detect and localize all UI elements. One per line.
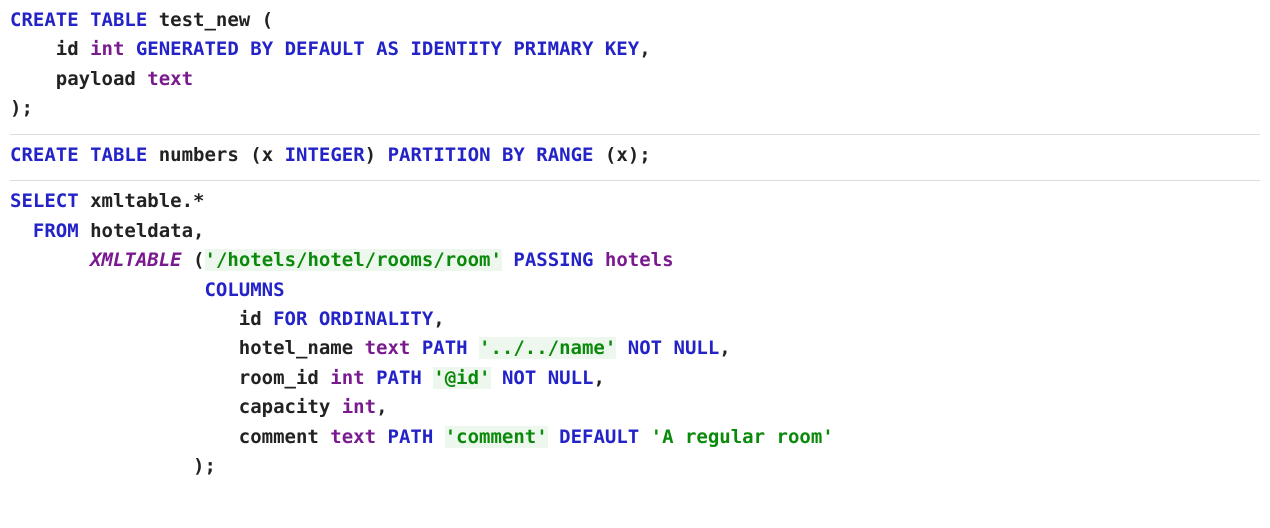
token-ident: [491, 367, 502, 389]
token-ident: [468, 337, 479, 359]
token-kw: GENERATED BY DEFAULT AS IDENTITY PRIMARY…: [136, 38, 639, 60]
token-ident: payload: [10, 68, 147, 90]
token-kw: COLUMNS: [204, 279, 284, 301]
token-punct: .*: [182, 190, 205, 212]
token-str: 'comment': [445, 426, 548, 448]
token-punct: ,: [593, 367, 604, 389]
token-ident: hotel_name: [10, 337, 365, 359]
token-punct: );: [10, 97, 33, 119]
token-type: hotels: [605, 249, 674, 271]
token-kw: PATH: [388, 426, 434, 448]
token-punct: ): [365, 144, 376, 166]
token-ident: [548, 426, 559, 448]
token-punct: (: [193, 249, 204, 271]
token-str: '@id': [433, 367, 490, 389]
token-punct: ,: [376, 396, 387, 418]
token-ident: xmltable: [79, 190, 182, 212]
token-punct: ,: [193, 220, 204, 242]
token-ident: capacity: [10, 396, 342, 418]
token-ident: [182, 249, 193, 271]
token-ident: numbers: [147, 144, 250, 166]
token-kw: PATH: [422, 337, 468, 359]
token-ident: [422, 367, 433, 389]
token-kw: NOT NULL: [502, 367, 594, 389]
token-kw: FOR ORDINALITY: [273, 308, 433, 330]
token-kw: CREATE TABLE: [10, 9, 147, 31]
token-punct: ,: [433, 308, 444, 330]
token-kw: INTEGER: [285, 144, 365, 166]
token-ident: id: [10, 308, 273, 330]
token-str: '/hotels/hotel/rooms/room': [205, 249, 502, 271]
token-ident: [10, 249, 90, 271]
token-kw: NOT NULL: [628, 337, 720, 359]
token-ident: comment: [10, 426, 330, 448]
token-kw: PATH: [376, 367, 422, 389]
token-ident: [639, 426, 650, 448]
token-func: XMLTABLE: [90, 249, 182, 271]
token-ident: [10, 220, 33, 242]
code-block: CREATE TABLE test_new ( id int GENERATED…: [10, 6, 1260, 135]
code-block: SELECT xmltable.* FROM hoteldata, XMLTAB…: [10, 187, 1260, 481]
token-ident: x: [616, 144, 627, 166]
token-punct: );: [628, 144, 651, 166]
token-ident: [124, 38, 135, 60]
token-kw: FROM: [33, 220, 79, 242]
token-ident: [376, 144, 387, 166]
token-ident: [616, 337, 627, 359]
token-kw: CREATE TABLE: [10, 144, 147, 166]
token-punct: (: [250, 144, 261, 166]
token-kw: PARTITION BY RANGE: [388, 144, 594, 166]
token-kw: SELECT: [10, 190, 79, 212]
token-ident: [10, 455, 193, 477]
token-ident: id: [10, 38, 90, 60]
token-kw: PASSING: [513, 249, 593, 271]
token-punct: );: [193, 455, 216, 477]
token-punct: ,: [639, 38, 650, 60]
token-ident: [410, 337, 421, 359]
sql-code-listing: CREATE TABLE test_new ( id int GENERATED…: [10, 6, 1260, 482]
token-type: int: [90, 38, 124, 60]
token-punct: (: [262, 9, 273, 31]
token-ident: [10, 279, 204, 301]
code-block: CREATE TABLE numbers (x INTEGER) PARTITI…: [10, 141, 1260, 181]
token-kw: DEFAULT: [559, 426, 639, 448]
token-ident: test_new: [147, 9, 261, 31]
token-type: text: [365, 337, 411, 359]
token-ident: [365, 367, 376, 389]
token-ident: hoteldata: [79, 220, 193, 242]
token-ident: x: [262, 144, 285, 166]
token-type: int: [330, 367, 364, 389]
token-ident: [433, 426, 444, 448]
token-ident: [593, 249, 604, 271]
token-type: text: [147, 68, 193, 90]
token-punct: (: [605, 144, 616, 166]
token-punct: ,: [719, 337, 730, 359]
token-str: '../../name': [479, 337, 616, 359]
token-ident: [502, 249, 513, 271]
token-type: int: [342, 396, 376, 418]
token-type: text: [330, 426, 376, 448]
token-ident: [376, 426, 387, 448]
token-str: 'A regular room': [651, 426, 834, 448]
token-ident: [593, 144, 604, 166]
token-ident: room_id: [10, 367, 330, 389]
